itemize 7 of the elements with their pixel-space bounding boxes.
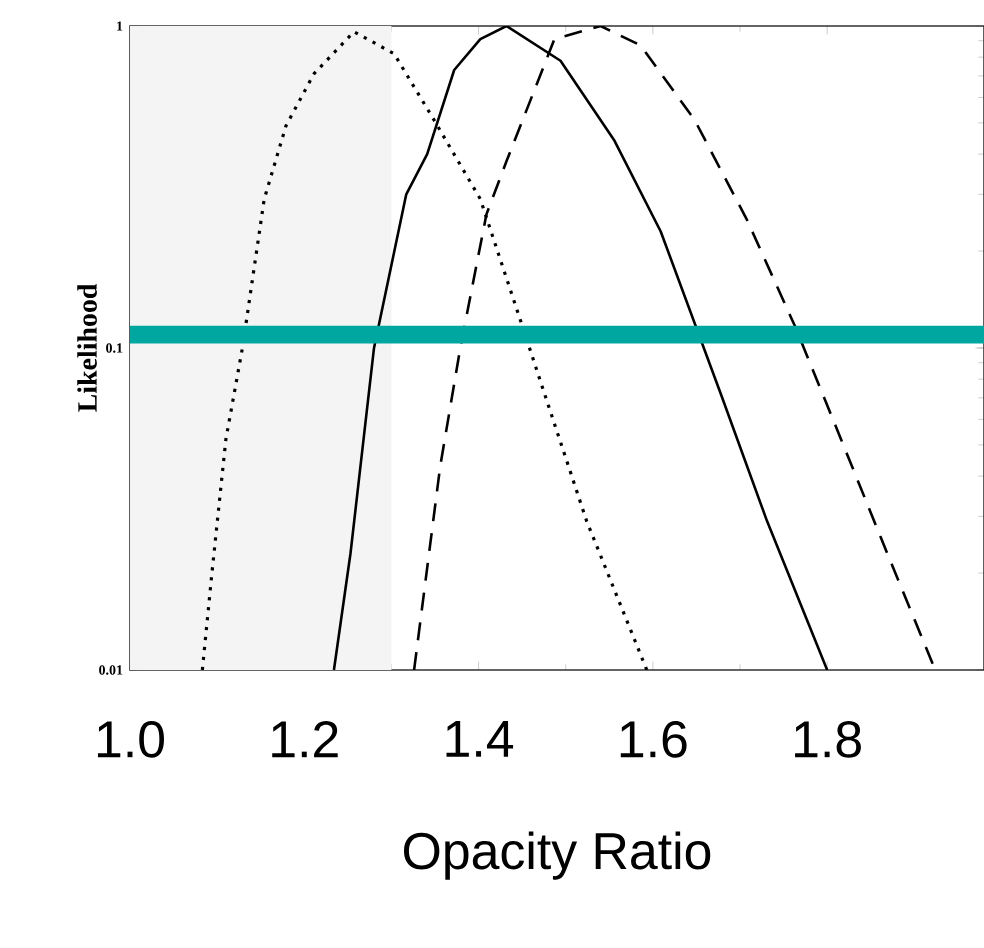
- x-tick-label: 1.4: [446, 721, 514, 757]
- x-tick-label: 1.0: [97, 721, 164, 758]
- x-tick-label: 1.6: [620, 721, 687, 758]
- y-axis-title: Likelihood: [77, 283, 97, 412]
- x-tick-label: 1.8: [795, 721, 861, 758]
- x-tick-label: 1.2: [272, 721, 338, 758]
- x-axis-title: Opacity Ratio: [404, 831, 711, 880]
